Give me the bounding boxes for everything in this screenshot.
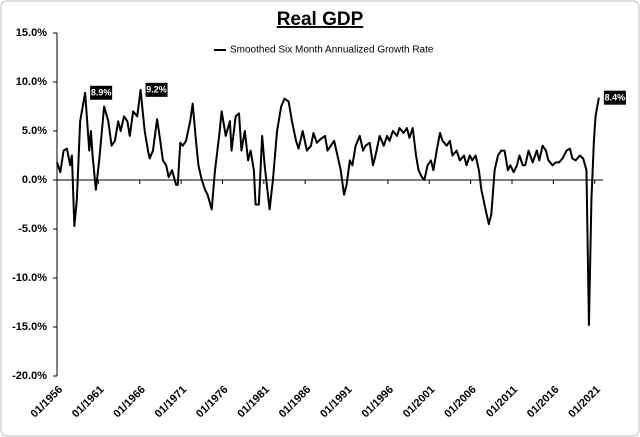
y-tick-label: 10.0% <box>16 76 47 88</box>
legend-label: Smoothed Six Month Annualized Growth Rat… <box>230 45 434 56</box>
y-tick-label: 0.0% <box>22 174 47 186</box>
line-series <box>56 88 600 327</box>
annotation-box <box>603 90 626 105</box>
annotation-box <box>145 82 168 97</box>
annotation-label: 9.2% <box>146 85 167 95</box>
y-tick-label: -10.0% <box>12 272 47 284</box>
y-tick-label: -20.0% <box>12 370 47 382</box>
chart-title: Real GDP <box>277 9 364 30</box>
y-tick-label: 5.0% <box>22 125 47 137</box>
annotation-label: 8.4% <box>605 93 626 103</box>
y-tick-label: -5.0% <box>18 223 47 235</box>
y-tick-label: 15.0% <box>16 27 47 39</box>
annotation-label: 8.9% <box>91 88 112 98</box>
annotation-box <box>90 85 113 100</box>
y-tick-label: -15.0% <box>12 321 47 333</box>
